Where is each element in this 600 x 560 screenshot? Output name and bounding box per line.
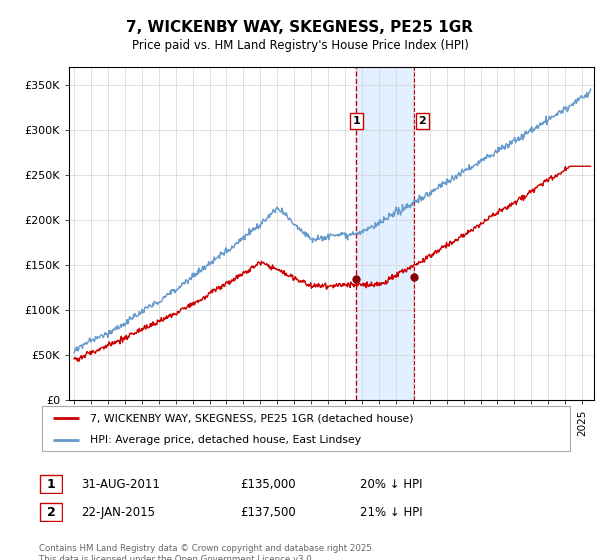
Text: 2: 2 [418, 116, 426, 126]
FancyBboxPatch shape [42, 406, 570, 451]
Bar [356, 67, 414, 400]
Text: £135,000: £135,000 [240, 478, 296, 491]
FancyBboxPatch shape [40, 475, 62, 493]
Text: HPI: Average price, detached house, East Lindsey: HPI: Average price, detached house, East… [89, 435, 361, 445]
Text: Price paid vs. HM Land Registry's House Price Index (HPI): Price paid vs. HM Land Registry's House … [131, 39, 469, 52]
Text: 1: 1 [352, 116, 360, 126]
FancyBboxPatch shape [40, 503, 62, 521]
Text: 20% ↓ HPI: 20% ↓ HPI [360, 478, 422, 491]
Text: 22-JAN-2015: 22-JAN-2015 [81, 506, 155, 519]
Text: 31-AUG-2011: 31-AUG-2011 [81, 478, 160, 491]
Text: 1: 1 [47, 478, 55, 491]
Text: 2: 2 [47, 506, 55, 519]
Text: £137,500: £137,500 [240, 506, 296, 519]
Text: Contains HM Land Registry data © Crown copyright and database right 2025.
This d: Contains HM Land Registry data © Crown c… [39, 544, 374, 560]
Text: 7, WICKENBY WAY, SKEGNESS, PE25 1GR (detached house): 7, WICKENBY WAY, SKEGNESS, PE25 1GR (det… [89, 413, 413, 423]
Text: 7, WICKENBY WAY, SKEGNESS, PE25 1GR: 7, WICKENBY WAY, SKEGNESS, PE25 1GR [127, 20, 473, 35]
Text: 21% ↓ HPI: 21% ↓ HPI [360, 506, 422, 519]
